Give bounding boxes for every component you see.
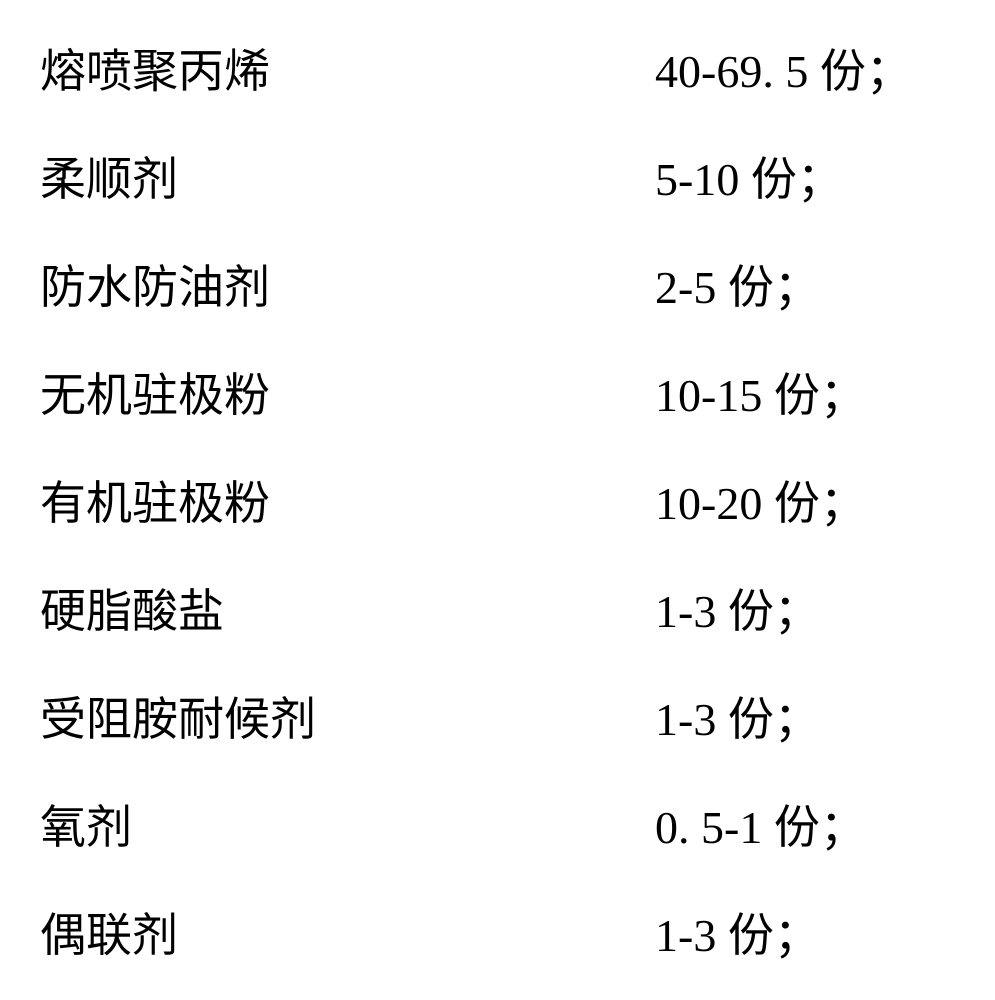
ingredient-value: 1-3 份； <box>655 666 955 774</box>
table-row: 防水防油剂 2-5 份； <box>40 234 955 342</box>
table-row: 硬脂酸盐 1-3 份； <box>40 558 955 666</box>
table-row: 氧剂 0. 5-1 份； <box>40 774 955 882</box>
ingredient-value: 40-69. 5 份； <box>655 18 955 126</box>
ingredient-label: 防水防油剂 <box>40 234 270 342</box>
table-row: 有机驻极粉 10-20 份； <box>40 450 955 558</box>
ingredient-list: 熔喷聚丙烯 40-69. 5 份； 柔顺剂 5-10 份； 防水防油剂 2-5 … <box>0 0 995 1000</box>
ingredient-label: 有机驻极粉 <box>40 450 270 558</box>
ingredient-value: 10-20 份； <box>655 450 955 558</box>
ingredient-label: 无机驻极粉 <box>40 342 270 450</box>
ingredient-label: 氧剂 <box>40 774 132 882</box>
ingredient-value: 0. 5-1 份； <box>655 774 955 882</box>
ingredient-value: 5-10 份； <box>655 126 955 234</box>
ingredient-value: 2-5 份； <box>655 234 955 342</box>
ingredient-value: 10-15 份； <box>655 342 955 450</box>
ingredient-value: 1-3 份； <box>655 558 955 666</box>
ingredient-label: 熔喷聚丙烯 <box>40 18 270 126</box>
table-row: 受阻胺耐候剂 1-3 份； <box>40 666 955 774</box>
table-row: 无机驻极粉 10-15 份； <box>40 342 955 450</box>
table-row: 柔顺剂 5-10 份； <box>40 126 955 234</box>
ingredient-label: 柔顺剂 <box>40 126 178 234</box>
ingredient-label: 受阻胺耐候剂 <box>40 666 316 774</box>
table-row: 偶联剂 1-3 份； <box>40 882 955 990</box>
table-row: 熔喷聚丙烯 40-69. 5 份； <box>40 18 955 126</box>
ingredient-label: 偶联剂 <box>40 882 178 990</box>
ingredient-label: 硬脂酸盐 <box>40 558 224 666</box>
ingredient-value: 1-3 份； <box>655 882 955 990</box>
